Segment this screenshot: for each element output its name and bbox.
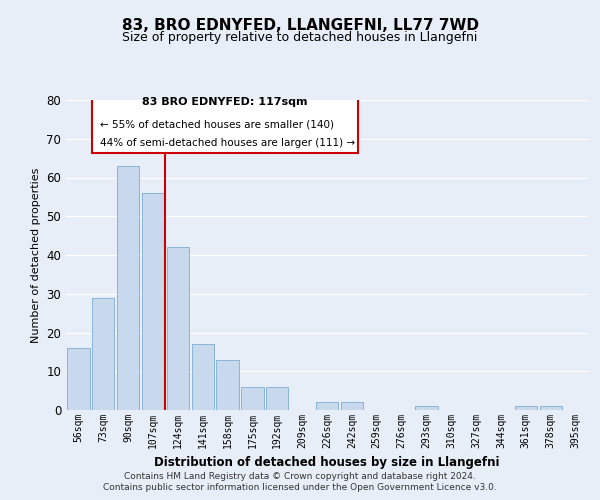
Bar — [92, 298, 115, 410]
Bar — [117, 166, 139, 410]
Bar — [316, 402, 338, 410]
Text: 83 BRO EDNYFED: 117sqm: 83 BRO EDNYFED: 117sqm — [142, 97, 308, 107]
Text: 83, BRO EDNYFED, LLANGEFNI, LL77 7WD: 83, BRO EDNYFED, LLANGEFNI, LL77 7WD — [121, 18, 479, 32]
Text: Contains HM Land Registry data © Crown copyright and database right 2024.: Contains HM Land Registry data © Crown c… — [124, 472, 476, 481]
Text: Contains public sector information licensed under the Open Government Licence v3: Contains public sector information licen… — [103, 484, 497, 492]
Y-axis label: Number of detached properties: Number of detached properties — [31, 168, 41, 342]
FancyBboxPatch shape — [92, 90, 358, 152]
Bar — [341, 402, 363, 410]
Bar — [241, 387, 263, 410]
Text: 44% of semi-detached houses are larger (111) →: 44% of semi-detached houses are larger (… — [100, 138, 355, 148]
Text: ← 55% of detached houses are smaller (140): ← 55% of detached houses are smaller (14… — [100, 120, 334, 130]
Bar — [539, 406, 562, 410]
X-axis label: Distribution of detached houses by size in Llangefni: Distribution of detached houses by size … — [154, 456, 500, 469]
Bar — [167, 247, 189, 410]
Bar — [266, 387, 289, 410]
Bar — [217, 360, 239, 410]
Bar — [415, 406, 437, 410]
Text: Size of property relative to detached houses in Llangefni: Size of property relative to detached ho… — [122, 31, 478, 44]
Bar — [515, 406, 537, 410]
Bar — [67, 348, 89, 410]
Bar — [142, 193, 164, 410]
Bar — [191, 344, 214, 410]
